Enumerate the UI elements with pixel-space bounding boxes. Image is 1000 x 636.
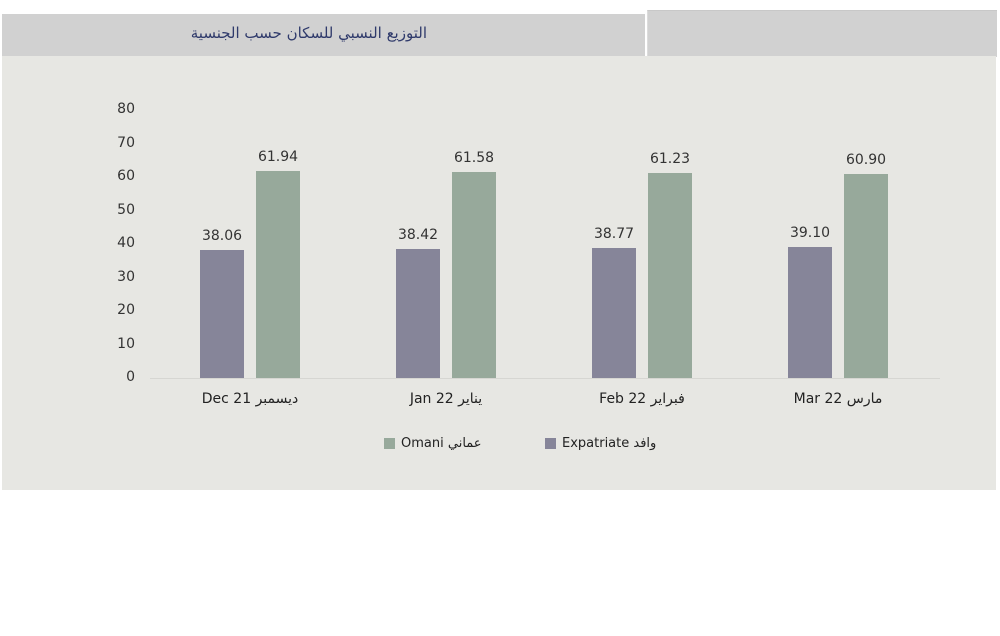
legend-swatch-expatriate <box>545 438 556 449</box>
x-category-label: Dec 21 ديسمبر <box>201 391 299 407</box>
x-category-label: Jan 22 يناير <box>409 391 483 407</box>
bar-omani <box>648 172 692 378</box>
y-tick-label: 70 <box>117 134 135 151</box>
header-side-panel <box>647 10 997 57</box>
bar-value-label: 38.06 <box>201 228 243 245</box>
chart-header: التوزيع النسبي للسكان حسب الجنسية <box>2 14 645 56</box>
legend-label-omani: Omani عماني <box>401 436 482 451</box>
y-tick-label: 20 <box>117 302 135 318</box>
y-tick-label: 60 <box>117 168 135 184</box>
bar-value-label: 38.42 <box>397 227 439 244</box>
bar-omani <box>256 170 300 378</box>
bar-value-label: 39.10 <box>789 225 831 241</box>
bar-value-label: 38.77 <box>593 226 635 243</box>
y-tick-label: 50 <box>117 201 135 218</box>
y-tick-label: 0 <box>126 369 135 385</box>
y-tick-label: 10 <box>117 335 135 352</box>
y-tick-label: 30 <box>117 268 135 285</box>
bar-value-label: 61.23 <box>649 150 691 167</box>
legend-item-expatriate: Expatriate وافد <box>545 436 656 451</box>
x-axis-line <box>150 378 940 379</box>
legend-item-omani: Omani عماني <box>384 436 482 451</box>
legend-label-expatriate: Expatriate وافد <box>562 436 657 451</box>
y-tick-label: 80 <box>117 101 135 117</box>
bar-expatriate <box>200 250 244 378</box>
bar-omani <box>452 171 496 378</box>
bar-value-label: 61.94 <box>257 148 299 165</box>
x-category-label: Mar 22 مارس <box>793 391 883 407</box>
x-category-label: Feb 22 فبراير <box>599 391 685 407</box>
bar-expatriate <box>396 249 440 378</box>
y-tick-label: 40 <box>117 235 135 251</box>
bar-value-label: 60.90 <box>845 151 887 168</box>
bar-omani <box>844 173 888 378</box>
legend-swatch-omani <box>384 438 395 449</box>
bar-expatriate <box>592 248 636 378</box>
chart-title: التوزيع النسبي للسكان حسب الجنسية <box>190 24 427 42</box>
bar-expatriate <box>788 247 832 378</box>
bar-value-label: 61.58 <box>453 149 495 166</box>
